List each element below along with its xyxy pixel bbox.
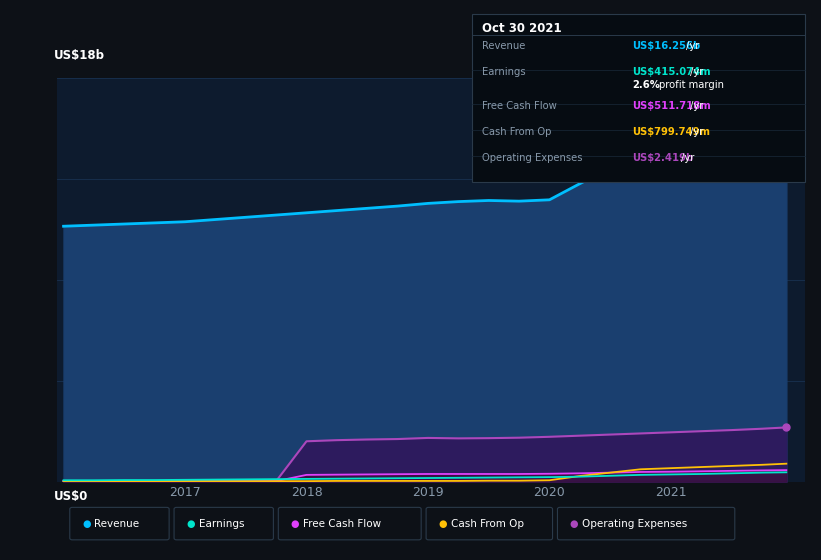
- Text: Cash From Op: Cash From Op: [451, 519, 524, 529]
- Text: US$415.074m: US$415.074m: [632, 67, 711, 77]
- Text: Oct 30 2021: Oct 30 2021: [482, 21, 562, 35]
- Text: US$511.718m: US$511.718m: [632, 101, 711, 111]
- Text: US$799.749m: US$799.749m: [632, 127, 710, 137]
- Text: /yr: /yr: [686, 41, 699, 52]
- Text: /yr: /yr: [690, 101, 704, 111]
- Text: ●: ●: [291, 519, 299, 529]
- Text: US$0: US$0: [53, 489, 88, 503]
- Text: Earnings: Earnings: [482, 67, 525, 77]
- Text: ●: ●: [570, 519, 578, 529]
- Text: Free Cash Flow: Free Cash Flow: [482, 101, 557, 111]
- Text: /yr: /yr: [690, 67, 704, 77]
- Text: 2.6%: 2.6%: [632, 80, 660, 90]
- Text: Operating Expenses: Operating Expenses: [482, 153, 582, 163]
- Text: US$16.256b: US$16.256b: [632, 41, 700, 52]
- Text: /yr: /yr: [681, 153, 694, 163]
- Text: ●: ●: [438, 519, 447, 529]
- Text: /yr: /yr: [690, 127, 704, 137]
- Text: Revenue: Revenue: [94, 519, 140, 529]
- Text: ●: ●: [82, 519, 90, 529]
- Text: US$2.419b: US$2.419b: [632, 153, 694, 163]
- Text: Free Cash Flow: Free Cash Flow: [303, 519, 381, 529]
- Text: Cash From Op: Cash From Op: [482, 127, 552, 137]
- Text: Earnings: Earnings: [199, 519, 244, 529]
- Text: Operating Expenses: Operating Expenses: [582, 519, 687, 529]
- Text: US$18b: US$18b: [53, 49, 105, 62]
- Text: Revenue: Revenue: [482, 41, 525, 52]
- Text: ●: ●: [186, 519, 195, 529]
- Text: profit margin: profit margin: [659, 80, 724, 90]
